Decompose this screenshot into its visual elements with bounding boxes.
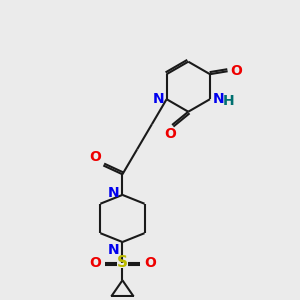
Text: O: O xyxy=(165,127,176,141)
Text: O: O xyxy=(89,150,101,164)
Text: H: H xyxy=(223,94,235,108)
Text: N: N xyxy=(107,186,119,200)
Text: O: O xyxy=(144,256,156,270)
Text: S: S xyxy=(117,255,128,270)
Text: O: O xyxy=(230,64,242,78)
Text: N: N xyxy=(153,92,164,106)
Text: O: O xyxy=(89,256,101,270)
Text: N: N xyxy=(108,244,119,257)
Text: N: N xyxy=(212,92,224,106)
